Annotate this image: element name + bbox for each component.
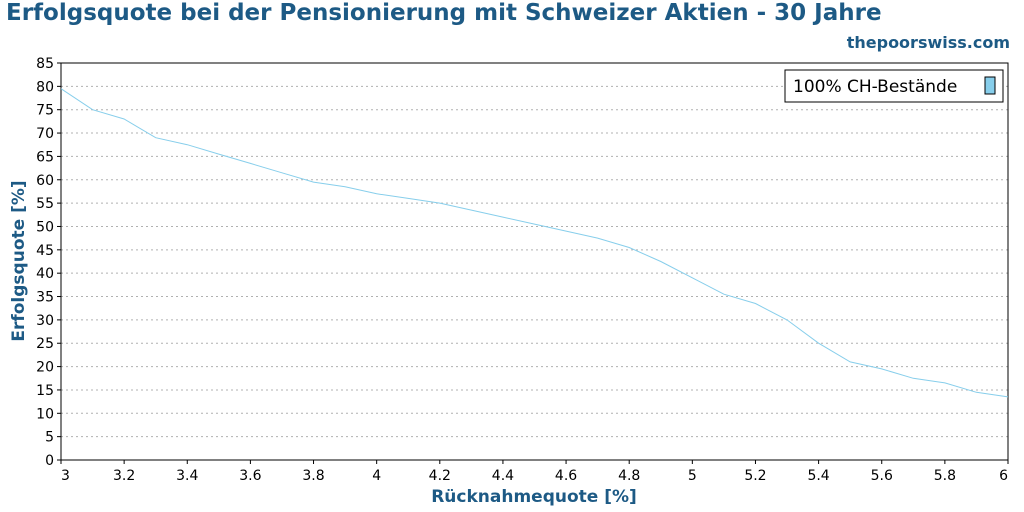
y-tick-label: 25 <box>36 336 54 352</box>
y-tick-label: 10 <box>36 406 54 422</box>
x-tick-label: 4.2 <box>429 468 451 484</box>
x-tick-label: 4.6 <box>555 468 577 484</box>
x-tick-label: 5 <box>688 468 697 484</box>
grid-layer <box>61 85 1008 438</box>
y-axis-label: Erfolgsquote [%] <box>9 180 29 341</box>
x-tick-label: 5.8 <box>934 468 956 484</box>
x-axis-label: Rücknahmequote [%] <box>431 487 637 507</box>
legend: 100% CH-Bestände <box>784 69 1004 103</box>
y-tick-label: 60 <box>36 173 54 189</box>
x-tick-label: 4 <box>372 468 381 484</box>
legend-box <box>784 69 1004 103</box>
series-layer <box>60 88 1009 398</box>
y-tick-label: 65 <box>36 149 54 165</box>
y-tick-label: 70 <box>36 126 54 142</box>
y-tick-label: 5 <box>45 430 54 446</box>
legend-swatch <box>984 76 996 95</box>
x-tick-label: 6 <box>999 468 1008 484</box>
x-tick-label: 5.6 <box>871 468 893 484</box>
x-tick-label: 4.4 <box>492 468 514 484</box>
x-tick-label: 3.2 <box>113 468 135 484</box>
x-tick-label: 4.8 <box>618 468 640 484</box>
y-tick-label: 0 <box>45 453 54 469</box>
y-tick-label: 20 <box>36 360 54 376</box>
y-tick-label: 85 <box>36 56 54 72</box>
y-tick-label: 35 <box>36 290 54 306</box>
legend-label: 100% CH-Bestände <box>793 77 957 97</box>
y-tick-label: 50 <box>36 219 54 235</box>
x-tick-label: 3 <box>61 468 70 484</box>
y-tick-label: 40 <box>36 266 54 282</box>
y-tick-label: 15 <box>36 383 54 399</box>
x-tick-label: 3.6 <box>239 468 261 484</box>
x-tick-label: 5.2 <box>744 468 766 484</box>
plot-frame <box>60 62 1009 461</box>
x-tick-label: 3.4 <box>176 468 198 484</box>
x-tick-label: 3.8 <box>302 468 324 484</box>
chart-title: Erfolgsquote bei der Pensionierung mit S… <box>6 0 882 26</box>
x-tick-label: 5.4 <box>807 468 829 484</box>
y-tick-label: 55 <box>36 196 54 212</box>
chart-source-label: thepoorswiss.com <box>846 33 1010 52</box>
series-line <box>60 88 1009 398</box>
y-tick-label: 30 <box>36 313 54 329</box>
y-tick-label: 80 <box>36 79 54 95</box>
y-tick-label: 75 <box>36 103 54 119</box>
y-tick-label: 45 <box>36 243 54 259</box>
